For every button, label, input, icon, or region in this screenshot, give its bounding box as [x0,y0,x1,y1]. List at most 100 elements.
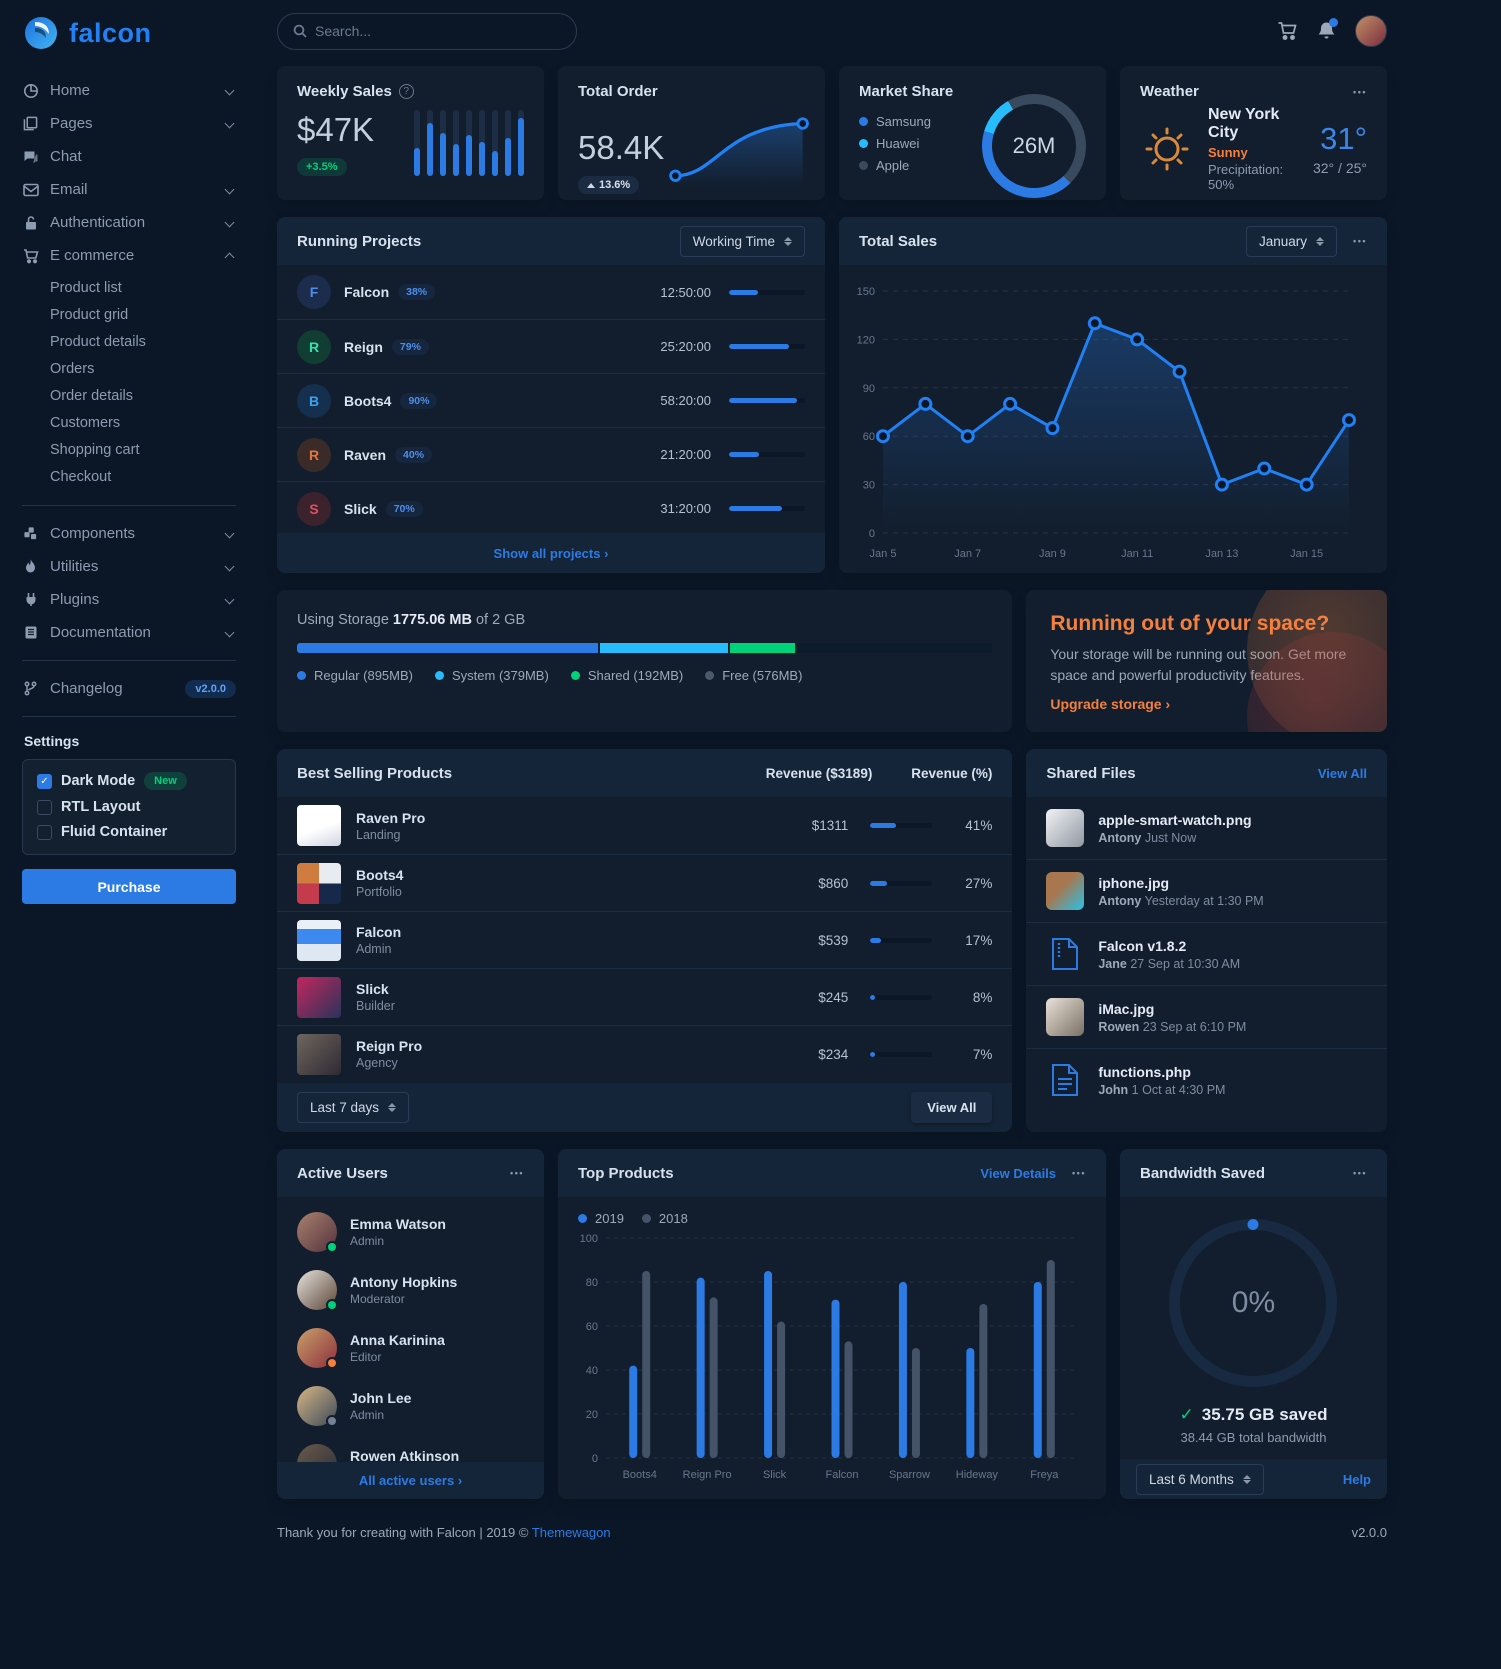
svg-text:Jan 5: Jan 5 [870,548,897,560]
product-name-link[interactable]: Boots4 [356,867,404,883]
file-name-link[interactable]: functions.php [1098,1063,1191,1080]
caret-updown-icon [1242,1474,1251,1484]
sidebar-item-shopping-cart[interactable]: Shopping cart [50,441,140,458]
sidebar-item-utilities[interactable]: Utilities [22,550,236,583]
project-name-link[interactable]: Reign [344,338,383,355]
user-name-link[interactable]: Anna Karinina [350,1332,445,1348]
search-icon [293,24,307,38]
sidebar-item-authentication[interactable]: Authentication [22,206,236,239]
project-name-link[interactable]: Slick [344,500,377,517]
ellipsis-icon[interactable]: ••• [1353,86,1367,97]
svg-text:Jan 7: Jan 7 [954,548,981,560]
user-avatar[interactable] [1355,15,1387,47]
themewagon-link[interactable]: Themewagon [531,1525,611,1540]
user-name-link[interactable]: John Lee [350,1390,412,1406]
user-role: Admin [350,1234,385,1248]
bandwidth-pct: 0% [1231,1286,1276,1319]
working-time-select[interactable]: Working Time [679,225,805,257]
purchase-button[interactable]: Purchase [22,869,236,904]
fluid-container-checkbox[interactable] [37,824,52,840]
sidebar-item-home[interactable]: Home [22,74,236,107]
view-all-link[interactable]: View All [1317,765,1367,781]
file-name-link[interactable]: iMac.jpg [1098,1000,1155,1017]
project-name-link[interactable]: Raven [344,446,387,463]
dark-mode-label: Dark Mode [61,773,136,789]
project-progress-bar [729,452,805,457]
sidebar-item-product-details[interactable]: Product details [50,333,146,350]
chevron-right-icon: › [604,545,609,561]
total-order-chart [664,110,816,194]
new-badge: New [144,772,187,790]
product-name-link[interactable]: Raven Pro [356,809,426,826]
legend-dot [297,671,306,680]
file-name-link[interactable]: apple-smart-watch.png [1098,811,1252,828]
product-name-link[interactable]: Reign Pro [356,1038,423,1054]
market-share-donut: 26M [981,94,1086,198]
user-name-link[interactable]: Emma Watson [350,1216,446,1232]
project-name-link[interactable]: Falcon [344,284,390,300]
chat-icon [22,149,39,165]
project-name-link[interactable]: Boots4 [344,392,392,409]
top-products-chart: 0 20 40 60 80 100 Boots4 Reign Pro Slick Falcon Sp… [558,1228,1106,1484]
ellipsis-icon[interactable]: ••• [1353,1168,1367,1178]
rtl-layout-checkbox[interactable] [37,799,52,815]
sidebar-item-plugins[interactable]: Plugins [22,583,236,616]
upgrade-storage-link[interactable]: Upgrade storage › [1050,696,1171,712]
list-item: Falcon v1.8.2 Jane 27 Sep at 10:30 AM [1026,922,1387,985]
view-all-button[interactable]: View All [911,1092,993,1123]
ellipsis-icon[interactable]: ••• [1353,236,1367,246]
view-details-link[interactable]: View Details [980,1165,1057,1181]
weather-city: New York City [1207,106,1280,141]
best-selling-card: Best Selling Products Revenue ($3189) Re… [277,749,1013,1132]
svg-text:100: 100 [580,1233,598,1245]
top-products-legend: 2019 2018 [558,1197,1106,1228]
sidebar-item-product-list[interactable]: Product list [50,279,122,296]
chevron-down-icon [224,184,235,195]
status-dot [326,1299,338,1311]
dark-mode-checkbox[interactable]: ✓ [37,773,52,789]
sidebar-item-email[interactable]: Email [22,173,236,206]
sidebar-item-documentation[interactable]: Documentation [22,616,236,649]
product-name-link[interactable]: Falcon [356,924,402,940]
search-box[interactable] [277,12,577,50]
ellipsis-icon[interactable]: ••• [1072,1168,1086,1178]
sidebar-item-pages[interactable]: Pages [22,107,236,140]
help-link[interactable]: Help [1342,1471,1371,1487]
sidebar-item-changelog[interactable]: Changelog v2.0.0 [22,672,236,705]
sidebar-item-checkout[interactable]: Checkout [50,468,112,485]
list-item: iphone.jpg Antony Yesterday at 1:30 PM [1026,859,1387,922]
revenue-progress-bar [870,994,933,1000]
search-input[interactable] [315,23,561,39]
product-name-link[interactable]: Slick [356,981,389,997]
all-active-users-link[interactable]: All active users › [358,1473,463,1488]
svg-text:90: 90 [863,383,875,395]
sidebar-item-customers[interactable]: Customers [50,414,121,431]
last-6-months-select[interactable]: Last 6 Months [1135,1463,1264,1495]
cart-icon[interactable] [1277,21,1298,41]
show-all-projects-link[interactable]: Show all projects › [493,545,609,561]
avatar [297,1328,338,1369]
sidebar-item-orders[interactable]: Orders [50,360,95,377]
user-name-link[interactable]: Rowen Atkinson [350,1448,460,1464]
sidebar-item-product-grid[interactable]: Product grid [50,306,129,323]
help-icon[interactable]: ? [398,84,414,99]
sidebar-item-ecommerce[interactable]: E commerce [22,239,236,272]
plug-icon [22,592,39,607]
file-user: John [1098,1082,1129,1097]
weekly-sales-bar [414,110,420,176]
brand-logo-link[interactable]: falcon [22,14,236,52]
product-category: Builder [356,999,395,1013]
fluid-container-label: Fluid Container [61,824,168,840]
file-time: 23 Sep at 6:10 PM [1142,1019,1247,1034]
last-7-days-select[interactable]: Last 7 days [297,1092,410,1123]
sidebar-item-components[interactable]: Components [22,517,236,550]
user-name-link[interactable]: Antony Hopkins [350,1274,458,1290]
weekly-sales-bar [479,110,485,176]
sidebar-item-order-details[interactable]: Order details [50,387,134,404]
month-select[interactable]: January [1246,225,1338,257]
bell-icon[interactable] [1317,18,1338,41]
file-name-link[interactable]: iphone.jpg [1098,874,1170,891]
ellipsis-icon[interactable]: ••• [510,1168,524,1178]
sidebar-item-chat[interactable]: Chat [22,140,236,173]
file-name-link[interactable]: Falcon v1.8.2 [1098,937,1187,954]
